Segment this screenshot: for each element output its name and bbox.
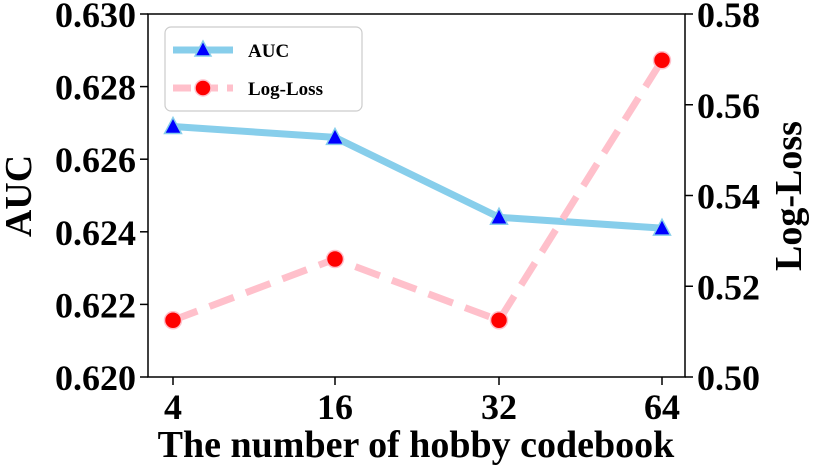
auc-point: [325, 126, 345, 146]
y-axis-right-title: Log-Loss: [768, 121, 810, 271]
y-left-tick-label: 0.626: [55, 140, 136, 180]
x-tick-label: 4: [164, 387, 182, 427]
y-right-tick-label: 0.52: [697, 267, 760, 307]
logloss-point: [489, 311, 509, 330]
y-right-tick-label: 0.58: [697, 0, 760, 35]
y-axis-left: 0.620 0.622 0.624 0.626 0.628 0.630: [55, 0, 148, 398]
y-left-tick-label: 0.622: [55, 285, 136, 325]
y-axis-right: 0.50 0.52 0.54 0.56 0.58: [685, 0, 760, 398]
legend-auc-label: AUC: [248, 41, 289, 62]
y-left-tick-label: 0.624: [55, 213, 136, 253]
legend-auc-marker: [193, 39, 213, 57]
series-layer: [163, 51, 672, 330]
y-axis-left-title: AUC: [0, 155, 40, 237]
logloss-point: [163, 311, 183, 330]
x-axis: 4 16 32 64: [164, 377, 680, 427]
series-line-auc: [172, 123, 663, 232]
x-tick-label: 16: [317, 387, 353, 427]
legend-logloss-label: Log-Loss: [248, 79, 323, 100]
legend-logloss-marker: [194, 79, 212, 97]
series-line-log-loss: [171, 58, 665, 324]
auc-point: [652, 217, 672, 236]
x-axis-title: The number of hobby codebook: [158, 424, 676, 465]
y-right-tick-label: 0.50: [697, 358, 760, 398]
x-tick-label: 32: [481, 387, 517, 427]
y-right-tick-label: 0.56: [697, 86, 760, 126]
y-right-tick-label: 0.54: [697, 177, 760, 217]
x-tick-label: 64: [644, 387, 680, 427]
y-left-tick-label: 0.628: [55, 68, 136, 108]
y-left-tick-label: 0.620: [55, 358, 136, 398]
logloss-point: [652, 51, 672, 70]
y-left-tick-label: 0.630: [55, 0, 136, 35]
auc-point: [163, 115, 183, 135]
legend: AUC Log-Loss: [164, 26, 363, 112]
auc-point: [489, 206, 509, 226]
logloss-point: [325, 249, 345, 269]
